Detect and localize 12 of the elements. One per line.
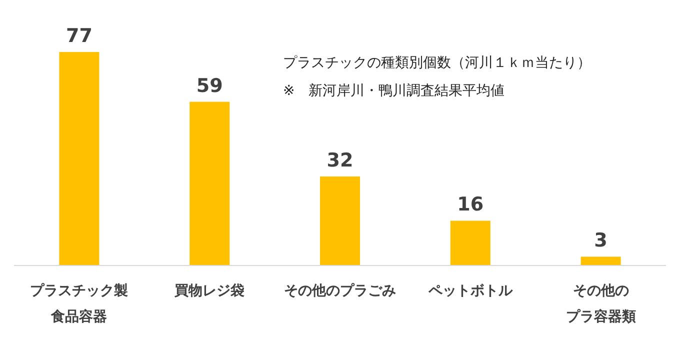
data-label: 32 (326, 149, 354, 172)
x-tick-label: その他のプラ容器類 (566, 283, 636, 325)
chart-title: プラスチックの種類別個数（河川１ｋｍ当たり） (283, 55, 591, 71)
annotation: ※ 新河岸川・鴨川調査結果平均値 (283, 83, 505, 99)
x-tick-label: 買物レジ袋 (174, 283, 245, 299)
data-label: 77 (66, 25, 92, 47)
x-tick-label: プラスチック製食品容器 (30, 282, 128, 325)
data-label: 3 (594, 230, 608, 252)
data-label: 59 (196, 74, 223, 97)
x-tick-label: その他のプラごみ (284, 282, 396, 299)
data-label: 16 (457, 194, 484, 216)
x-tick-label: ペットボトル (427, 283, 514, 299)
